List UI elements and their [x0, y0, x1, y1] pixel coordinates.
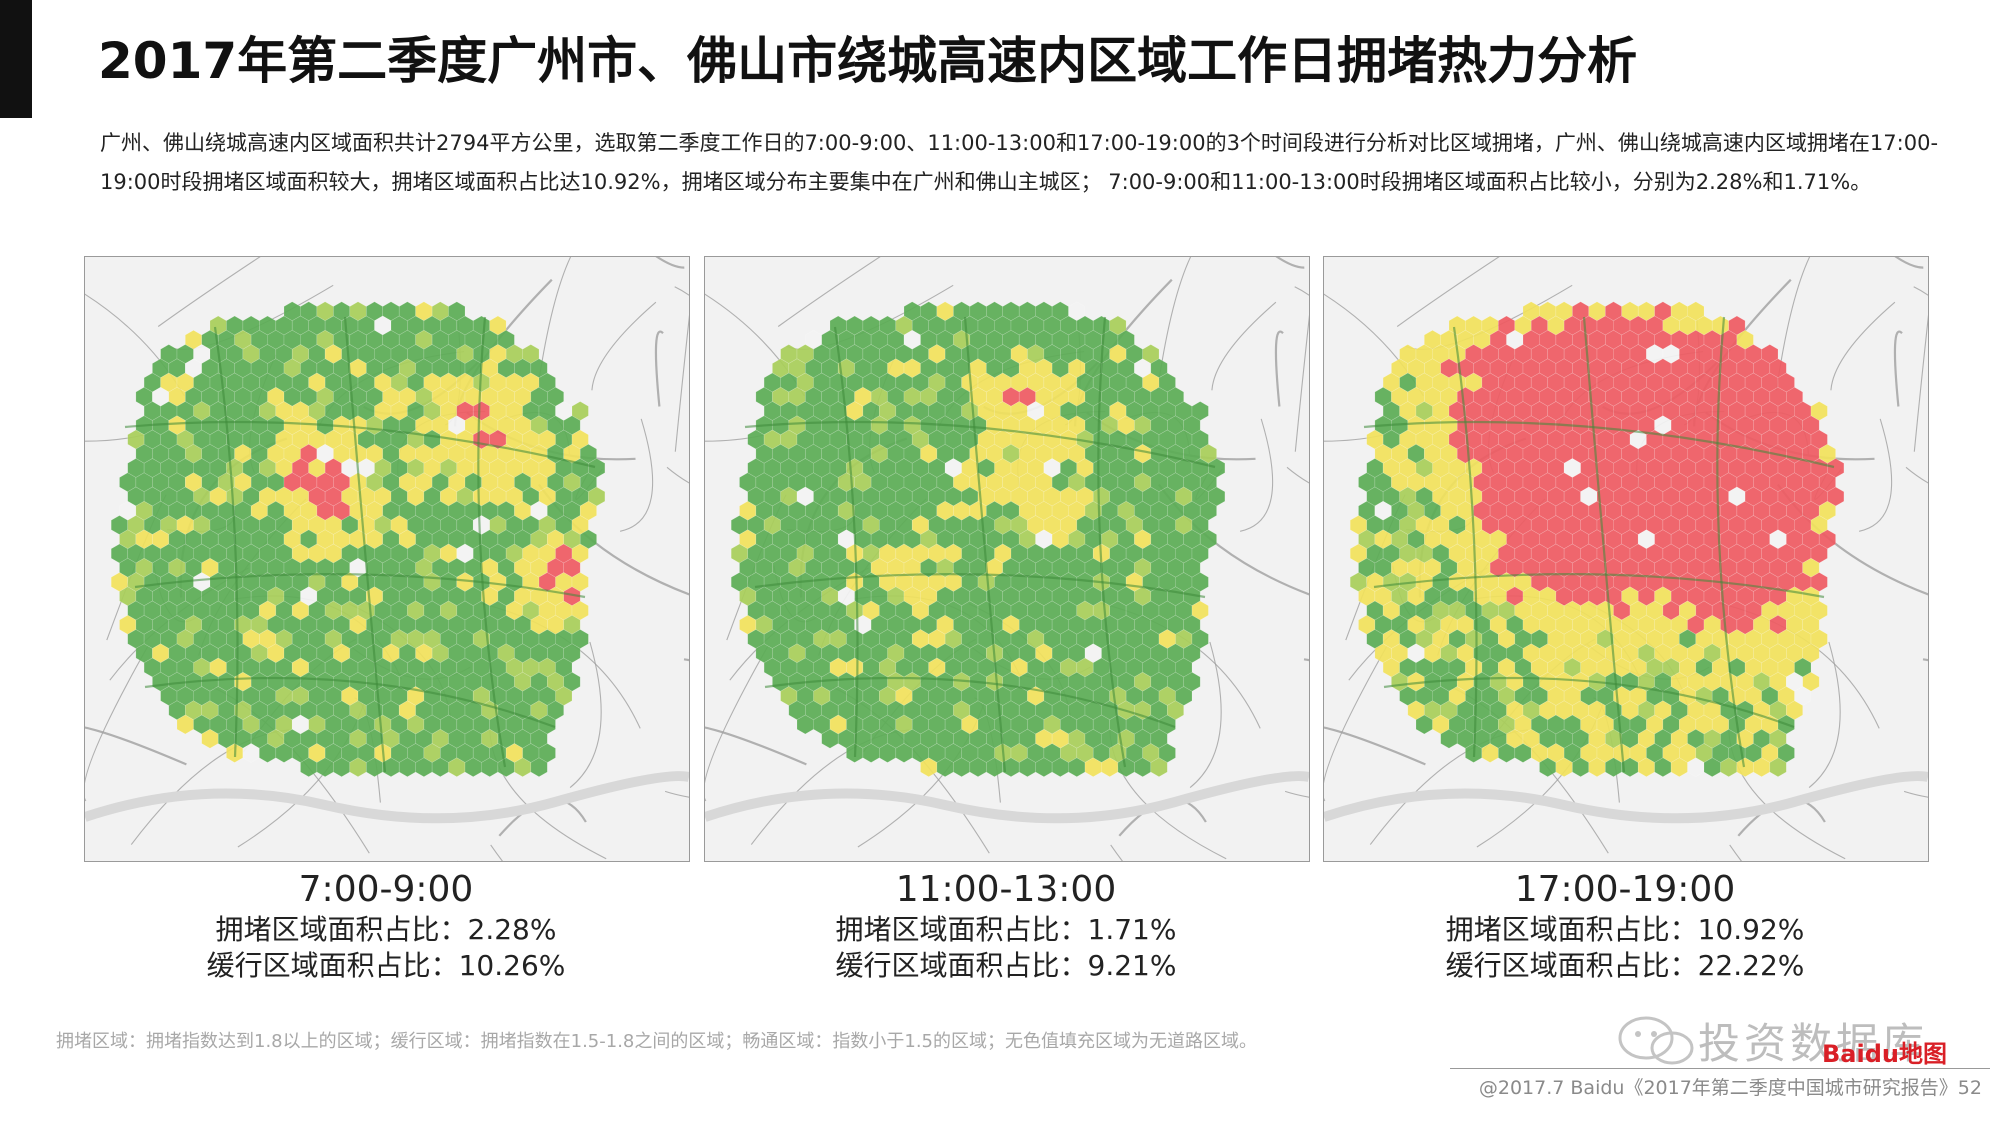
heatmap-panel-noon	[704, 256, 1310, 862]
slow-share: 缓行区域面积占比：22.22%	[1445, 949, 1805, 982]
copyright: @2017.7 Baidu《2017年第二季度中国城市研究报告》52	[1478, 1077, 1982, 1099]
heatmap-panel-evening	[1323, 256, 1929, 862]
wechat-watermark-icon	[1618, 1016, 1694, 1065]
river	[85, 771, 689, 824]
page-title: 2017年第二季度广州市、佛山市绕城高速内区域工作日拥堵热力分析	[98, 32, 1638, 90]
expressway-overlay	[124, 316, 596, 773]
expressway-overlay	[744, 316, 1216, 773]
slow-share: 缓行区域面积占比：10.26%	[206, 949, 566, 982]
slow-share: 缓行区域面积占比：9.21%	[835, 949, 1177, 982]
hex-grid	[1349, 301, 1845, 778]
congested-share: 拥堵区域面积占比：1.71%	[835, 913, 1177, 946]
congested-share: 拥堵区域面积占比：10.92%	[1445, 913, 1805, 946]
hex-grid	[110, 301, 606, 778]
time-label: 17:00-19:00	[1514, 869, 1736, 910]
footer-rule	[1450, 1068, 1990, 1069]
legend-footnote: 拥堵区域：拥堵指数达到1.8以上的区域；缓行区域：拥堵指数在1.5-1.8之间的…	[56, 1031, 1257, 1052]
intro-paragraph: 广州、佛山绕城高速内区域面积共计2794平方公里，选取第二季度工作日的7:00-…	[100, 131, 1939, 194]
heatmap-noon	[705, 257, 1309, 861]
baidu-map-logo: Baidu地图	[1822, 1040, 1947, 1068]
congested-share: 拥堵区域面积占比：2.28%	[215, 913, 557, 946]
expressway-overlay	[1363, 316, 1835, 773]
left-accent-bar	[0, 0, 32, 118]
hex-grid	[730, 301, 1226, 778]
heatmap-panel-morning	[84, 256, 690, 862]
heatmap-morning	[85, 257, 689, 861]
time-label: 7:00-9:00	[298, 869, 474, 910]
watermark-text: 投资数据库	[1698, 1019, 1929, 1068]
caption-noon: 11:00-13:00 拥堵区域面积占比：1.71% 缓行区域面积占比：9.21…	[704, 868, 1308, 984]
heatmap-evening	[1324, 257, 1928, 861]
caption-morning: 7:00-9:00 拥堵区域面积占比：2.28% 缓行区域面积占比：10.26%	[84, 868, 688, 984]
river	[705, 771, 1309, 824]
time-label: 11:00-13:00	[895, 869, 1117, 910]
caption-evening: 17:00-19:00 拥堵区域面积占比：10.92% 缓行区域面积占比：22.…	[1323, 868, 1927, 984]
river	[1324, 771, 1928, 824]
